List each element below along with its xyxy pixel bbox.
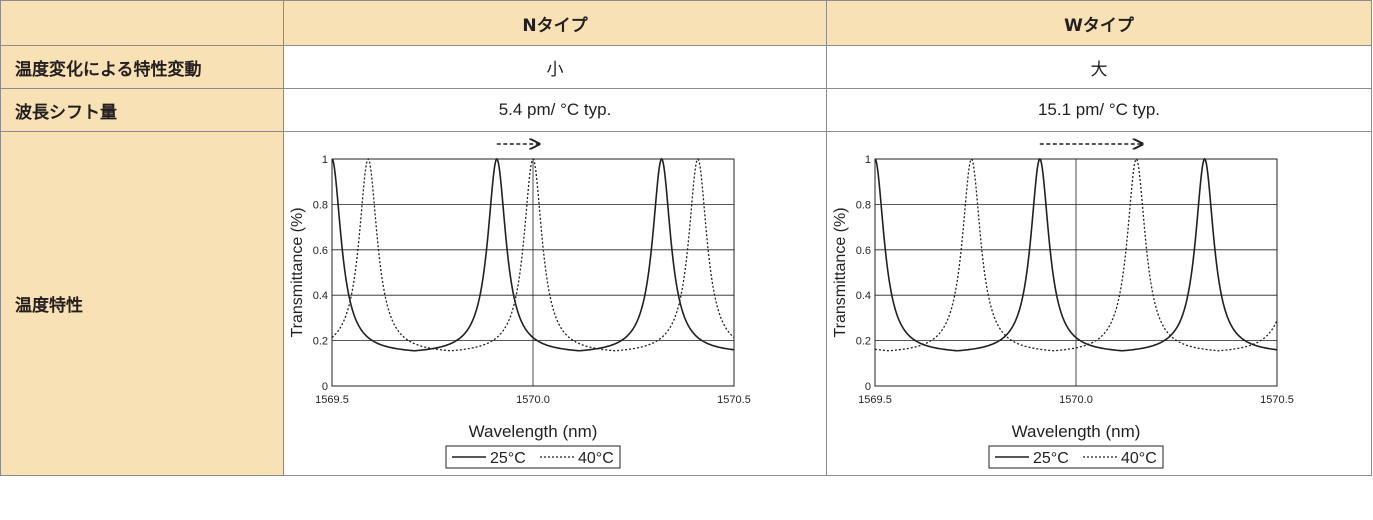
table-row: 温度特性 0 0.2 0.4 0.6 0.8 1 1569.5 1570.0 1570.5 Tra…	[0, 131, 1372, 476]
x-tick-label: 1570.5	[1260, 394, 1294, 406]
y-tick-label: 0.8	[856, 199, 871, 211]
legend-label: 25°C	[490, 450, 526, 467]
cell-w-wavelength-shift: 15.1 pm/ °C typ.	[826, 88, 1372, 132]
y-tick-label: 0.4	[856, 290, 871, 302]
header-n-type: Nタイプ	[283, 0, 827, 46]
y-tick-label: 0.8	[313, 199, 328, 211]
y-tick-label: 0.4	[313, 290, 328, 302]
legend-label: 40°C	[1121, 450, 1157, 467]
y-tick-label: 0	[865, 381, 871, 393]
y-tick-label: 1	[322, 154, 328, 166]
y-tick-label: 1	[865, 154, 871, 166]
series-line-40c	[874, 157, 1278, 352]
series-line-25c	[874, 157, 1278, 352]
legend: 25°C 40°C	[988, 445, 1164, 469]
y-tick-label: 0.6	[856, 245, 871, 257]
series-line-40c	[331, 157, 735, 352]
header-row: Nタイプ Wタイプ	[0, 0, 1372, 46]
legend-box	[445, 445, 621, 469]
y-tick-label: 0.2	[856, 336, 871, 348]
table-row: 温度変化による特性変動 小 大	[0, 45, 1372, 89]
y-tick-label: 0.2	[313, 336, 328, 348]
legend-label: 25°C	[1033, 450, 1069, 467]
y-axis-label: Transmittance (%)	[289, 207, 306, 337]
legend-box	[988, 445, 1164, 469]
header-w-type: Wタイプ	[826, 0, 1372, 46]
legend-label: 40°C	[578, 450, 614, 467]
row-label-temp-characteristics: 温度特性	[0, 131, 284, 476]
y-axis-label: Transmittance (%)	[832, 207, 849, 337]
cell-w-temp-variation: 大	[826, 45, 1372, 89]
x-tick-label: 1569.5	[858, 394, 892, 406]
header-corner	[0, 0, 284, 46]
legend: 25°C 40°C	[445, 445, 621, 469]
cell-n-wavelength-shift: 5.4 pm/ °C typ.	[283, 88, 827, 132]
spec-table: Nタイプ Wタイプ 温度変化による特性変動 小 大 波長シフト量 5.4 pm/…	[0, 0, 1372, 476]
x-tick-label: 1569.5	[315, 394, 349, 406]
x-axis-label: Wavelength (nm)	[469, 422, 598, 441]
series-line-25c	[331, 157, 735, 352]
row-label-temp-variation: 温度変化による特性変動	[0, 45, 284, 89]
chart-n-type: 0 0.2 0.4 0.6 0.8 1 1569.5 1570.0 1570.5 Transmit…	[289, 132, 751, 469]
row-label-wavelength-shift: 波長シフト量	[0, 88, 284, 132]
x-tick-label: 1570.5	[717, 394, 751, 406]
table-row: 波長シフト量 5.4 pm/ °C typ. 15.1 pm/ °C typ.	[0, 88, 1372, 132]
y-tick-label: 0	[322, 381, 328, 393]
chart-w-type: 0 0.2 0.4 0.6 0.8 1 1569.5 1570.0 1570.5 Transmit…	[832, 132, 1294, 469]
x-axis-label: Wavelength (nm)	[1012, 422, 1141, 441]
chart-cell-n: 0 0.2 0.4 0.6 0.8 1 1569.5 1570.0 1570.5 Transmit…	[283, 131, 827, 476]
y-tick-label: 0.6	[313, 245, 328, 257]
x-tick-label: 1570.0	[516, 394, 550, 406]
x-tick-label: 1570.0	[1059, 394, 1093, 406]
chart-cell-w: 0 0.2 0.4 0.6 0.8 1 1569.5 1570.0 1570.5 Transmit…	[826, 131, 1372, 476]
cell-n-temp-variation: 小	[283, 45, 827, 89]
